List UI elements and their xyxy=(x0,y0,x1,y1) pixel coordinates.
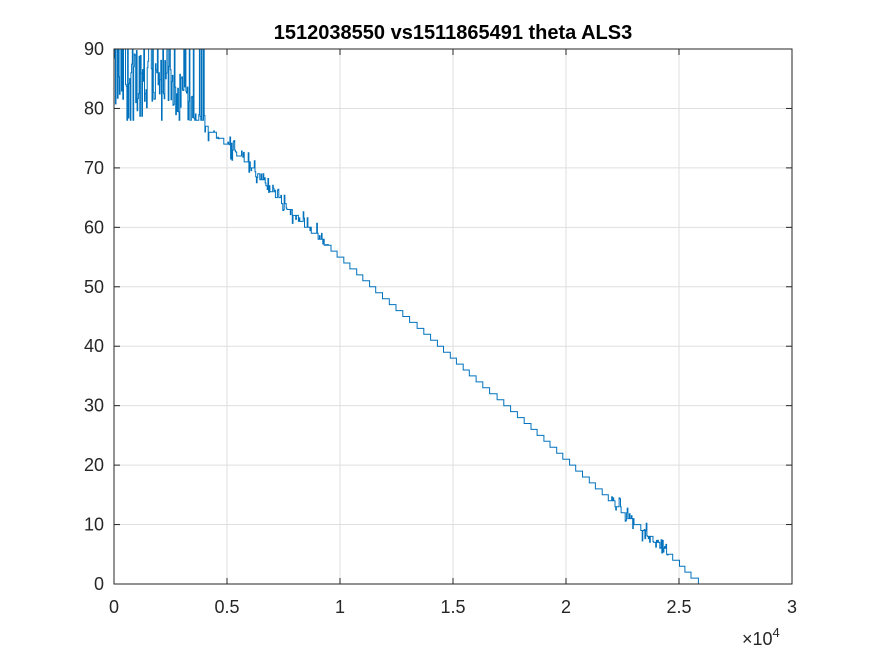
y-tick-label: 20 xyxy=(84,455,104,475)
x-tick-label: 1.5 xyxy=(440,597,465,617)
y-tick-label: 60 xyxy=(84,217,104,237)
x-tick-label: 0.5 xyxy=(214,597,239,617)
x-tick-label: 2.5 xyxy=(666,597,691,617)
y-tick-label: 30 xyxy=(84,396,104,416)
x-tick-label: 0 xyxy=(109,597,119,617)
y-tick-label: 0 xyxy=(94,574,104,594)
y-tick-label: 50 xyxy=(84,277,104,297)
x-tick-label: 3 xyxy=(787,597,797,617)
x-exponent-label: ×104 xyxy=(742,625,780,649)
y-tick-label: 10 xyxy=(84,515,104,535)
chart-title: 1512038550 vs1511865491 theta ALS3 xyxy=(274,22,632,44)
x-tick-label: 1 xyxy=(335,597,345,617)
x-exponent-base: ×10 xyxy=(742,629,773,649)
x-tick-label: 2 xyxy=(561,597,571,617)
y-tick-label: 80 xyxy=(84,98,104,118)
x-exponent-power: 4 xyxy=(773,625,780,640)
y-tick-label: 40 xyxy=(84,336,104,356)
y-tick-label: 70 xyxy=(84,158,104,178)
y-tick-label: 90 xyxy=(84,39,104,59)
